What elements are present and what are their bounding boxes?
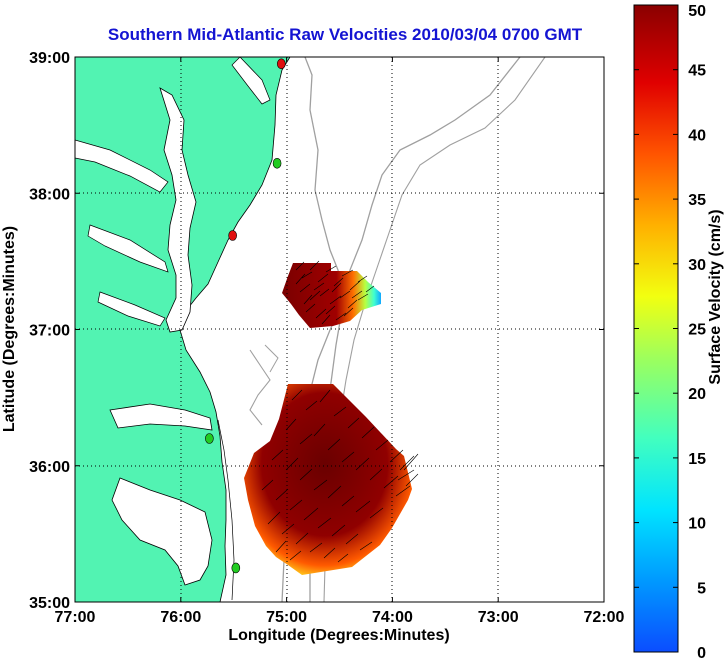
colorbar-tick-label: 10 — [688, 516, 706, 533]
x-tick-label: 73:00 — [478, 609, 519, 626]
station-marker — [205, 433, 214, 444]
x-tick-label: 72:00 — [584, 609, 625, 626]
plot-area: 77:00 76:00 75:00 74:00 73:00 72:00 35:00 36:0… — [1, 50, 625, 644]
bay-inlet-west-1 — [75, 139, 169, 193]
colorbar-label: Surface Velocity (cm/s) — [707, 209, 724, 384]
pamlico-sound — [111, 477, 213, 586]
x-tick-label: 75:00 — [266, 609, 307, 626]
y-tick-label: 38:00 — [29, 186, 70, 203]
velocity-arrows-north — [295, 260, 375, 325]
colorbar-tick-label: 35 — [688, 192, 706, 209]
colorbar-tick-label: 5 — [697, 580, 706, 597]
depth-contour — [249, 349, 271, 426]
albemarle-sound — [109, 403, 213, 431]
grid-lines — [75, 57, 604, 602]
y-axis: 35:00 36:00 37:00 38:00 39:00 — [29, 50, 604, 612]
colorbar-tick-label: 20 — [688, 386, 706, 403]
colorbar-tick-label: 40 — [688, 127, 706, 144]
colorbar-gradient — [633, 4, 679, 653]
y-axis-label: Latitude (Degrees:Minutes) — [1, 226, 18, 432]
station-marker — [272, 157, 282, 169]
colorbar-tick-label: 30 — [688, 257, 706, 274]
colorbar-tick-label: 0 — [697, 645, 706, 659]
station-marker — [231, 562, 241, 574]
delaware-bay — [231, 57, 271, 105]
depth-contour — [264, 344, 279, 373]
velocity-field-south — [244, 384, 412, 575]
colorbar: 0 5 10 15 20 25 30 35 40 45 50 Surface Velocity (c… — [633, 3, 724, 659]
colorbar-tick-label: 45 — [688, 63, 706, 80]
x-tick-label: 76:00 — [160, 609, 201, 626]
colorbar-tick-label: 25 — [688, 322, 706, 339]
velocity-field-north — [282, 263, 381, 328]
y-tick-label: 35:00 — [29, 595, 70, 612]
station-marker — [228, 230, 237, 241]
bay-inlet-west-3 — [97, 291, 166, 327]
y-tick-label: 36:00 — [29, 459, 70, 476]
velocity-arrows-south — [261, 389, 419, 563]
x-axis: 77:00 76:00 75:00 74:00 73:00 72:00 — [55, 57, 625, 626]
x-tick-label: 74:00 — [372, 609, 413, 626]
x-axis-label: Longitude (Degrees:Minutes) — [228, 627, 449, 644]
colorbar-tick-label: 15 — [688, 451, 706, 468]
chart-title: Southern Mid-Atlantic Raw Velocities 201… — [108, 25, 583, 44]
colorbar-tick-label: 50 — [688, 3, 706, 20]
y-tick-label: 37:00 — [29, 323, 70, 340]
chesapeake-bay — [159, 87, 197, 333]
y-tick-label: 39:00 — [29, 50, 70, 67]
x-tick-label: 77:00 — [55, 609, 96, 626]
bay-inlet-west-2 — [87, 224, 169, 273]
station-markers — [205, 58, 286, 574]
colorbar-ticks: 0 5 10 15 20 25 30 35 40 45 50 — [634, 3, 706, 659]
station-marker — [277, 58, 286, 70]
